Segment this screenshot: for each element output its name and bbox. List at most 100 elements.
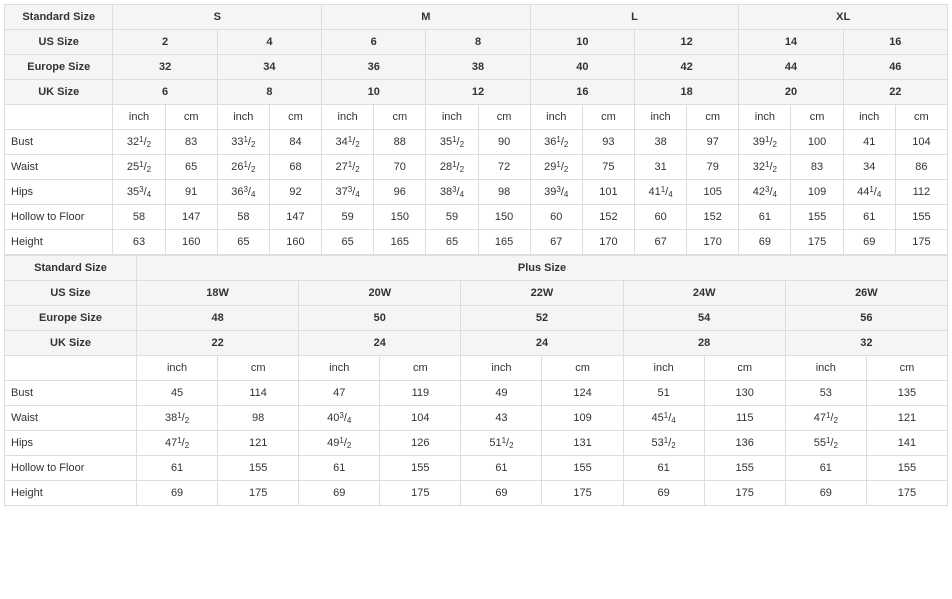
value-inch: 65: [217, 230, 269, 255]
value-inch: 69: [785, 481, 866, 506]
value-cm: 119: [380, 381, 461, 406]
value-inch: 381/2: [137, 406, 218, 431]
value-inch: 41: [843, 130, 895, 155]
value-inch: 393/4: [530, 180, 582, 205]
value-inch: 61: [137, 456, 218, 481]
uk-size: 18: [635, 80, 739, 105]
value-inch: 361/2: [530, 130, 582, 155]
standard-size-header: Standard Size: [5, 256, 137, 281]
us-size: 26W: [785, 281, 947, 306]
us-size: 14: [739, 30, 843, 55]
value-cm: 88: [374, 130, 426, 155]
value-inch: 341/2: [322, 130, 374, 155]
uk-size: 6: [113, 80, 217, 105]
value-cm: 83: [165, 130, 217, 155]
value-cm: 175: [542, 481, 623, 506]
uk-size: 32: [785, 331, 947, 356]
us-size: 8: [426, 30, 530, 55]
value-inch: 69: [843, 230, 895, 255]
value-cm: 97: [687, 130, 739, 155]
uk-size: 22: [843, 80, 947, 105]
value-cm: 68: [269, 155, 321, 180]
value-cm: 131: [542, 431, 623, 456]
europe-size: 48: [137, 306, 299, 331]
europe-size-header: Europe Size: [5, 55, 113, 80]
value-inch: 321/2: [113, 130, 165, 155]
value-cm: 96: [374, 180, 426, 205]
us-size-header: US Size: [5, 30, 113, 55]
value-cm: 92: [269, 180, 321, 205]
unit-cm: cm: [380, 356, 461, 381]
value-cm: 152: [687, 205, 739, 230]
europe-size: 46: [843, 55, 947, 80]
unit-cm: cm: [895, 105, 947, 130]
unit-cm: cm: [478, 105, 530, 130]
europe-size: 40: [530, 55, 634, 80]
unit-inch: inch: [299, 356, 380, 381]
standard-size-table: Standard Size S M L XL US Size 2 4 6 8 1…: [4, 4, 948, 255]
value-cm: 100: [791, 130, 843, 155]
unit-cm: cm: [866, 356, 947, 381]
unit-cm: cm: [791, 105, 843, 130]
value-inch: 331/2: [217, 130, 269, 155]
value-cm: 65: [165, 155, 217, 180]
value-cm: 175: [895, 230, 947, 255]
value-cm: 155: [866, 456, 947, 481]
value-inch: 67: [530, 230, 582, 255]
value-inch: 471/2: [137, 431, 218, 456]
value-cm: 175: [218, 481, 299, 506]
value-inch: 45: [137, 381, 218, 406]
table-row: Waist251/265261/268271/270281/272291/275…: [5, 155, 948, 180]
value-cm: 155: [218, 456, 299, 481]
measurement-label: Hips: [5, 431, 137, 456]
uk-size: 8: [217, 80, 321, 105]
unit-cm: cm: [687, 105, 739, 130]
row-standard-size: Standard Size S M L XL: [5, 5, 948, 30]
uk-size: 16: [530, 80, 634, 105]
measurement-label: Height: [5, 481, 137, 506]
blank-cell: [5, 356, 137, 381]
value-cm: 155: [895, 205, 947, 230]
unit-cm: cm: [704, 356, 785, 381]
europe-size: 54: [623, 306, 785, 331]
value-cm: 147: [269, 205, 321, 230]
value-cm: 84: [269, 130, 321, 155]
value-cm: 91: [165, 180, 217, 205]
value-cm: 121: [218, 431, 299, 456]
table-row: Height6917569175691756917569175: [5, 481, 948, 506]
value-inch: 373/4: [322, 180, 374, 205]
unit-cm: cm: [165, 105, 217, 130]
us-size-header: US Size: [5, 281, 137, 306]
europe-size: 44: [739, 55, 843, 80]
unit-inch: inch: [530, 105, 582, 130]
us-size: 18W: [137, 281, 299, 306]
uk-size: 10: [322, 80, 426, 105]
value-inch: 65: [426, 230, 478, 255]
value-cm: 109: [542, 406, 623, 431]
value-inch: 261/2: [217, 155, 269, 180]
value-inch: 59: [426, 205, 478, 230]
value-cm: 160: [165, 230, 217, 255]
value-inch: 65: [322, 230, 374, 255]
unit-cm: cm: [218, 356, 299, 381]
unit-cm: cm: [374, 105, 426, 130]
value-inch: 61: [785, 456, 866, 481]
value-cm: 150: [374, 205, 426, 230]
value-cm: 104: [895, 130, 947, 155]
measurement-label: Hollow to Floor: [5, 205, 113, 230]
unit-inch: inch: [843, 105, 895, 130]
value-cm: 93: [582, 130, 634, 155]
europe-size: 34: [217, 55, 321, 80]
value-inch: 60: [635, 205, 687, 230]
value-cm: 79: [687, 155, 739, 180]
measurement-label: Bust: [5, 381, 137, 406]
value-cm: 90: [478, 130, 530, 155]
plus-size-table: Standard Size Plus Size US Size 18W 20W …: [4, 255, 948, 506]
europe-size: 50: [299, 306, 461, 331]
value-cm: 155: [704, 456, 785, 481]
us-size: 6: [322, 30, 426, 55]
value-cm: 115: [704, 406, 785, 431]
value-cm: 124: [542, 381, 623, 406]
uk-size: 24: [461, 331, 623, 356]
uk-size-header: UK Size: [5, 331, 137, 356]
